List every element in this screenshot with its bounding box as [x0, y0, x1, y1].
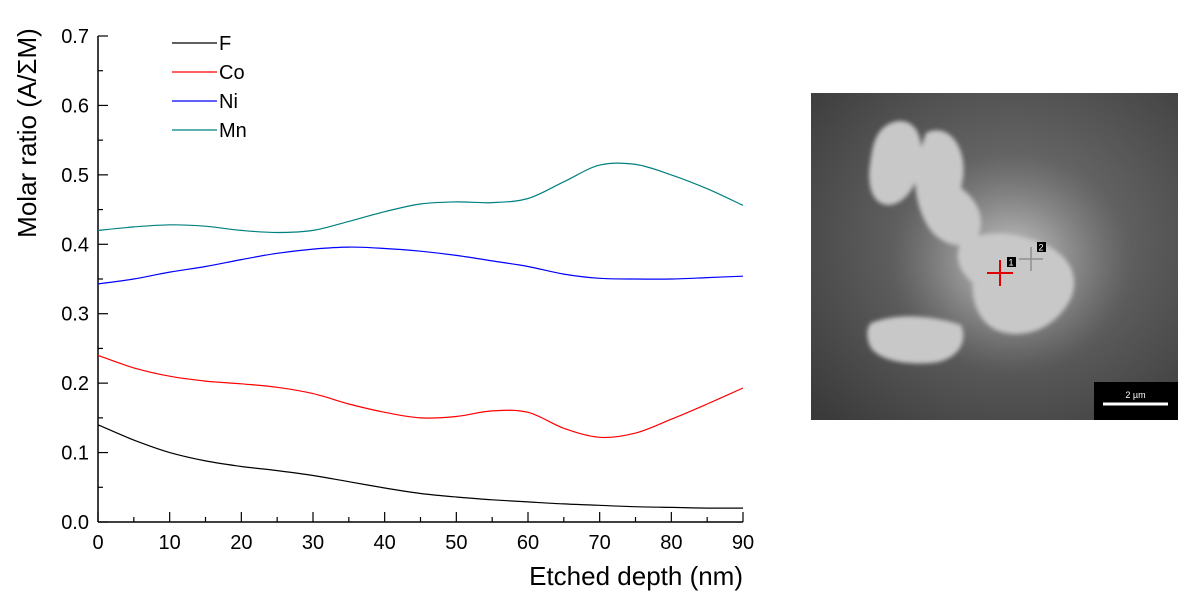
y-tick-label: 0.2: [61, 373, 89, 395]
x-tick-label: 0: [92, 532, 103, 554]
series-line-mn: [97, 162, 744, 234]
y-tick-label: 0.3: [61, 304, 89, 326]
crosshair-marker-2: [1019, 247, 1043, 271]
x-tick-label: 40: [374, 532, 396, 554]
scale-bar-box: [1094, 382, 1178, 420]
legend-label-co: Co: [219, 62, 245, 84]
x-tick-label: 60: [517, 532, 539, 554]
marker-label-1-bg: [1007, 257, 1016, 267]
x-tick-label: 50: [445, 532, 467, 554]
x-tick-label: 90: [732, 532, 754, 554]
chart-series: [97, 162, 744, 509]
y-tick-label: 0.0: [61, 512, 89, 534]
line-chart: 0 10 20 30 40 50 60 70 80 90 0.0 0.1 0.2 0.3 0.4 0.5 0.6…: [12, 26, 754, 591]
scale-bar-label: 2 µm: [1125, 390, 1145, 400]
marker-label-2: 2: [1039, 243, 1044, 253]
sem-micrograph-image: 1 2 2 µm: [811, 93, 1178, 420]
x-tick-label: 80: [660, 532, 682, 554]
marker-label-1: 1: [1009, 258, 1014, 268]
x-tick-label: 30: [302, 532, 324, 554]
y-axis-title: Molar ratio (A/ΣM): [12, 28, 42, 238]
y-tick-label: 0.7: [61, 26, 89, 48]
marker-label-2-bg: [1037, 242, 1046, 252]
y-tick-label: 0.4: [61, 234, 89, 256]
y-tick-label: 0.1: [61, 443, 89, 465]
series-line-f: [97, 424, 744, 509]
series-line-co: [97, 354, 744, 439]
x-tick-label: 10: [159, 532, 181, 554]
legend-label-f: F: [219, 33, 231, 55]
crosshair-marker-1: [987, 260, 1013, 286]
legend-label-mn: Mn: [219, 120, 247, 142]
y-tick-label: 0.5: [61, 165, 89, 187]
y-tick-label: 0.6: [61, 95, 89, 117]
particle-cluster: [867, 120, 1075, 364]
chart-legend: F Co Ni Mn: [172, 33, 247, 142]
x-tick-label: 20: [230, 532, 252, 554]
series-line-ni: [97, 246, 744, 285]
chart-axes: 0 10 20 30 40 50 60 70 80 90 0.0 0.1 0.2 0.3 0.4 0.5 0.6…: [61, 26, 754, 554]
x-tick-label: 70: [589, 532, 611, 554]
x-axis-title: Etched depth (nm): [529, 561, 743, 591]
legend-label-ni: Ni: [219, 91, 238, 113]
